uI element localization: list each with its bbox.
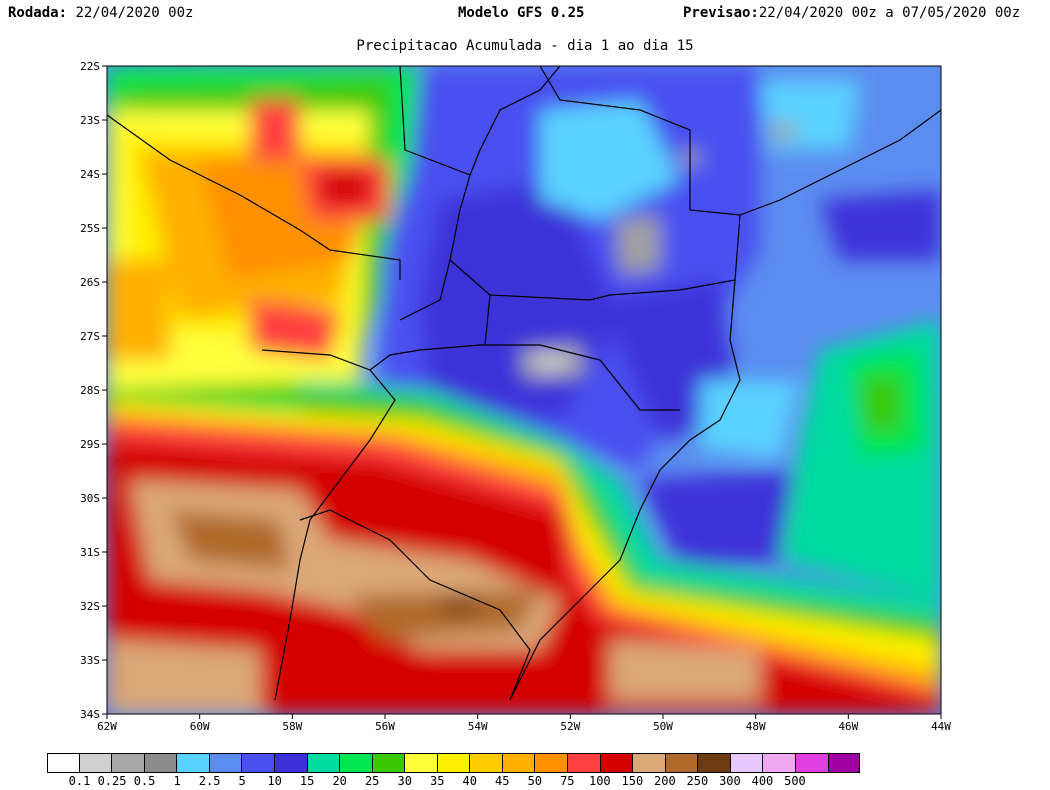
legend-swatch	[633, 753, 666, 773]
lat-tick-label: 33S	[80, 654, 100, 667]
lat-tick-label: 30S	[80, 492, 100, 505]
legend-swatch	[177, 753, 210, 773]
lon-tick-label: 54W	[468, 720, 488, 733]
lon-tick-label: 58W	[282, 720, 302, 733]
lat-tick-label: 34S	[80, 708, 100, 721]
legend-swatch	[372, 753, 406, 773]
lon-tick-label: 62W	[97, 720, 117, 733]
rodada-value: 22/04/2020 00z	[75, 5, 194, 21]
legend-label: 200	[654, 774, 676, 788]
lon-tick-label: 46W	[838, 720, 858, 733]
legend-label: 400	[751, 774, 774, 788]
legend-swatch	[600, 753, 634, 773]
lat-tick-label: 28S	[80, 384, 100, 397]
legend-label: 1	[173, 774, 181, 788]
legend-swatch	[340, 753, 373, 773]
previsao-text: Previsao:22/04/2020 00z a 07/05/2020 00z	[683, 5, 1020, 21]
legend-swatch	[112, 753, 145, 773]
precipitation-field	[107, 66, 941, 714]
legend-label: 150	[621, 774, 644, 788]
precipitation-map: 22S23S24S25S26S27S28S29S30S31S32S33S34S6…	[80, 60, 951, 733]
legend-swatch	[274, 753, 308, 773]
legend-label: 30	[397, 774, 412, 788]
lat-tick-label: 23S	[80, 114, 100, 127]
legend-label: 50	[527, 774, 543, 788]
map-subtitle: Precipitacao Acumulada - dia 1 ao dia 15	[356, 38, 694, 54]
lon-tick-label: 44W	[931, 720, 951, 733]
rodada-label: Rodada:	[8, 5, 68, 21]
legend-label: 300	[719, 774, 741, 788]
lon-tick-label: 48W	[746, 720, 766, 733]
legend-label: 100	[588, 774, 611, 788]
lat-tick-label: 25S	[80, 222, 100, 235]
legend-swatch	[209, 753, 243, 773]
lon-tick-label: 60W	[190, 720, 210, 733]
legend-label: 15	[299, 774, 315, 788]
legend-swatch	[535, 753, 568, 773]
lat-tick-label: 26S	[80, 276, 100, 289]
legend-swatch	[47, 753, 80, 773]
legend-swatch	[665, 753, 699, 773]
legend-swatch	[763, 753, 796, 773]
lat-tick-label: 24S	[80, 168, 100, 181]
lon-tick-label: 52W	[560, 720, 580, 733]
legend-label: 10	[267, 774, 282, 788]
legend-swatch	[470, 753, 503, 773]
legend-label: 2.5	[198, 774, 221, 788]
legend-label: 35	[430, 774, 445, 788]
legend-swatch	[307, 753, 341, 773]
political-borders	[107, 66, 941, 701]
lon-tick-label: 56W	[375, 720, 395, 733]
previsao-value: 22/04/2020 00z a 07/05/2020 00z	[758, 5, 1021, 21]
legend-label: 0.5	[133, 774, 156, 788]
lon-tick-label: 50W	[653, 720, 673, 733]
lat-tick-label: 31S	[80, 546, 100, 559]
legend-swatch	[730, 753, 764, 773]
model-title: Modelo GFS 0.25	[458, 5, 585, 21]
legend-swatch	[698, 753, 731, 773]
axis-ticks: 22S23S24S25S26S27S28S29S30S31S32S33S34S6…	[80, 60, 951, 733]
legend-swatch	[828, 753, 861, 773]
legend-swatch	[144, 753, 178, 773]
legend-swatch	[502, 753, 536, 773]
previsao-label: Previsao:	[683, 5, 759, 21]
legend-swatch	[79, 753, 113, 773]
legend-label: 75	[560, 774, 575, 788]
lat-tick-label: 32S	[80, 600, 100, 613]
legend-swatch	[242, 753, 275, 773]
legend-label: 40	[462, 774, 477, 788]
legend-label: 0.25	[97, 774, 127, 788]
legend-swatch	[795, 753, 829, 773]
lat-tick-label: 22S	[80, 60, 100, 73]
lat-tick-label: 29S	[80, 438, 100, 451]
legend-label: 5	[238, 774, 246, 788]
legend-label: 20	[332, 774, 347, 788]
legend-label: 0.1	[68, 774, 91, 788]
legend-label: 45	[495, 774, 510, 788]
legend-label: 25	[364, 774, 380, 788]
legend-swatch	[568, 753, 601, 773]
legend-label: 250	[686, 774, 709, 788]
legend-label: 500	[784, 774, 806, 788]
legend-labels: 0.1 0.25 0.5 1 2.5 5 10 15 20 25 30 35 40 45 50 75 100 15…	[47, 774, 860, 788]
legend-swatch	[405, 753, 438, 773]
color-legend	[47, 753, 861, 773]
legend-swatch	[437, 753, 471, 773]
rodada-text: Rodada: 22/04/2020 00z	[8, 5, 193, 21]
lat-tick-label: 27S	[80, 330, 100, 343]
